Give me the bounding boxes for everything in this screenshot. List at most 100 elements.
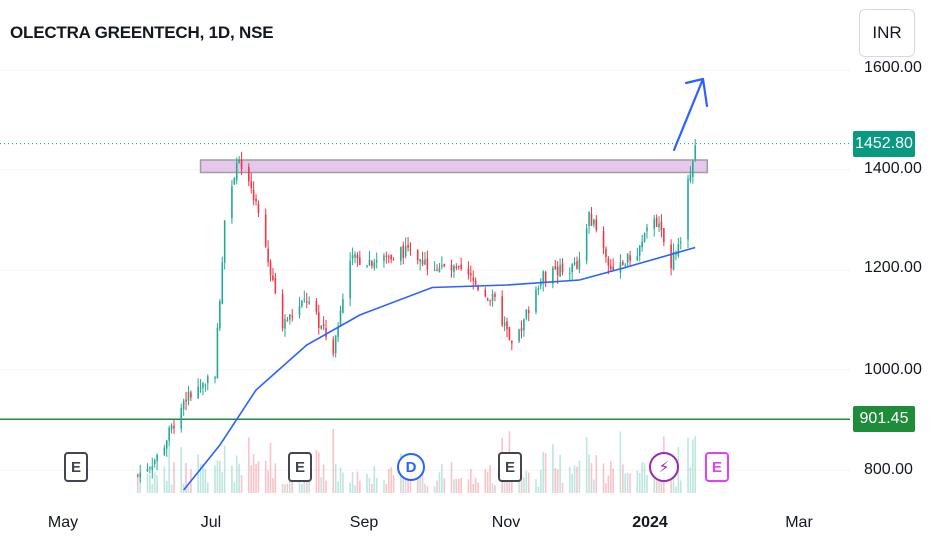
candlesticks: [137, 138, 697, 483]
volume-bar: [289, 479, 291, 493]
candle-body: [392, 259, 395, 261]
volume-bar: [286, 483, 289, 493]
candle-body: [470, 273, 472, 276]
candle-body: [387, 256, 390, 258]
last-price-tag: 1452.80: [853, 130, 915, 157]
candle-body: [489, 300, 491, 302]
candle-body: [643, 233, 646, 242]
x-tick-label: Mar: [785, 514, 813, 531]
candle-body: [467, 268, 470, 275]
candle-body: [542, 271, 545, 283]
grid: [0, 69, 850, 471]
candle-body: [339, 310, 342, 327]
volume-bar: [421, 468, 424, 493]
candle-body: [537, 288, 540, 290]
volume-bar: [605, 483, 607, 493]
candle-body: [322, 324, 325, 326]
volume-bar: [537, 486, 540, 493]
x-tick-label: Sep: [349, 514, 379, 531]
candle-body: [206, 376, 209, 383]
volume-bar: [675, 486, 677, 493]
candle-body: [221, 262, 224, 304]
volume-bar: [520, 474, 523, 493]
volume-bar: [368, 477, 371, 493]
candle-body: [455, 266, 458, 268]
volume-bar: [436, 480, 438, 493]
volume-bar: [156, 475, 158, 493]
volume-bar: [252, 454, 255, 493]
candle-body: [231, 186, 233, 219]
candle-body: [233, 177, 236, 185]
volume-bar: [486, 471, 489, 493]
volume-bar: [474, 477, 477, 493]
volume-bar: [291, 481, 294, 493]
volume-bar: [383, 480, 385, 493]
candle-body: [520, 327, 523, 332]
volume-bar: [231, 465, 233, 493]
volume-bar: [643, 463, 646, 493]
volume-bar: [638, 473, 641, 493]
candle-body: [494, 293, 496, 297]
candle-body: [692, 161, 694, 177]
volume-bar: [342, 472, 344, 493]
volume-bar: [602, 463, 605, 493]
candle-body: [590, 214, 593, 226]
support-price-tag: 901.45: [853, 406, 915, 433]
candle-body: [274, 278, 277, 294]
volume-bar: [170, 484, 173, 493]
candle-body: [453, 265, 455, 272]
candle-body: [267, 248, 269, 263]
candle-body: [539, 281, 542, 286]
candle-body: [629, 255, 631, 261]
candle-body: [354, 254, 356, 258]
currency-button[interactable]: INR: [859, 9, 915, 57]
volume-bar: [692, 439, 694, 493]
volume-bar: [202, 463, 204, 493]
volume-bar: [609, 461, 612, 493]
volume-bars: [137, 429, 697, 493]
volume-bar: [255, 464, 257, 493]
volume-bar: [409, 471, 412, 493]
volume-bar: [235, 455, 238, 493]
candle-body: [137, 474, 139, 476]
volume-bar: [354, 485, 356, 493]
earnings-icon[interactable]: E: [705, 452, 729, 482]
volume-bar: [240, 475, 243, 493]
candle-body: [474, 280, 477, 285]
candle-body: [139, 472, 142, 478]
volume-bar: [535, 479, 537, 493]
volume-bar: [470, 469, 472, 493]
candle-body: [163, 447, 166, 455]
candle-body: [518, 329, 520, 342]
candle-body: [675, 253, 677, 255]
volume-bar: [689, 467, 692, 493]
candle-body: [373, 262, 376, 268]
candle-body: [375, 260, 378, 263]
volume-bar: [629, 473, 631, 493]
volume-bar: [578, 460, 581, 493]
candle-body: [349, 260, 351, 299]
earnings-icon[interactable]: E: [498, 452, 522, 482]
volume-bar: [257, 461, 260, 493]
lightning-icon[interactable]: ⚡: [649, 452, 679, 482]
volume-bar: [554, 467, 557, 493]
candle-body: [544, 271, 547, 282]
candle-body: [609, 265, 612, 270]
dividend-icon[interactable]: D: [397, 453, 425, 481]
candle-body: [390, 255, 392, 260]
volume-bar: [441, 464, 443, 493]
volume-bar: [165, 480, 168, 493]
volume-bar: [180, 447, 183, 493]
volume-bar: [197, 454, 199, 493]
candle-body: [320, 325, 323, 329]
volume-bar: [339, 467, 342, 493]
candle-body: [641, 241, 643, 248]
x-tick-label: Nov: [491, 514, 521, 531]
candle-body: [486, 298, 489, 301]
candle-body: [670, 244, 672, 269]
volume-bar: [163, 466, 166, 493]
earnings-icon[interactable]: E: [288, 452, 312, 482]
earnings-icon[interactable]: E: [64, 452, 88, 482]
y-tick-label: 1600.00: [864, 59, 922, 76]
